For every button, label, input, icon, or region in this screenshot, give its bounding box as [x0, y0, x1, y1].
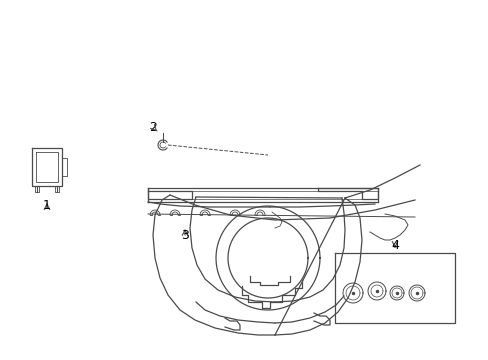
Text: 2: 2 — [149, 121, 157, 134]
Text: 4: 4 — [390, 239, 398, 252]
Text: 3: 3 — [181, 229, 188, 242]
Text: 1: 1 — [43, 199, 51, 212]
